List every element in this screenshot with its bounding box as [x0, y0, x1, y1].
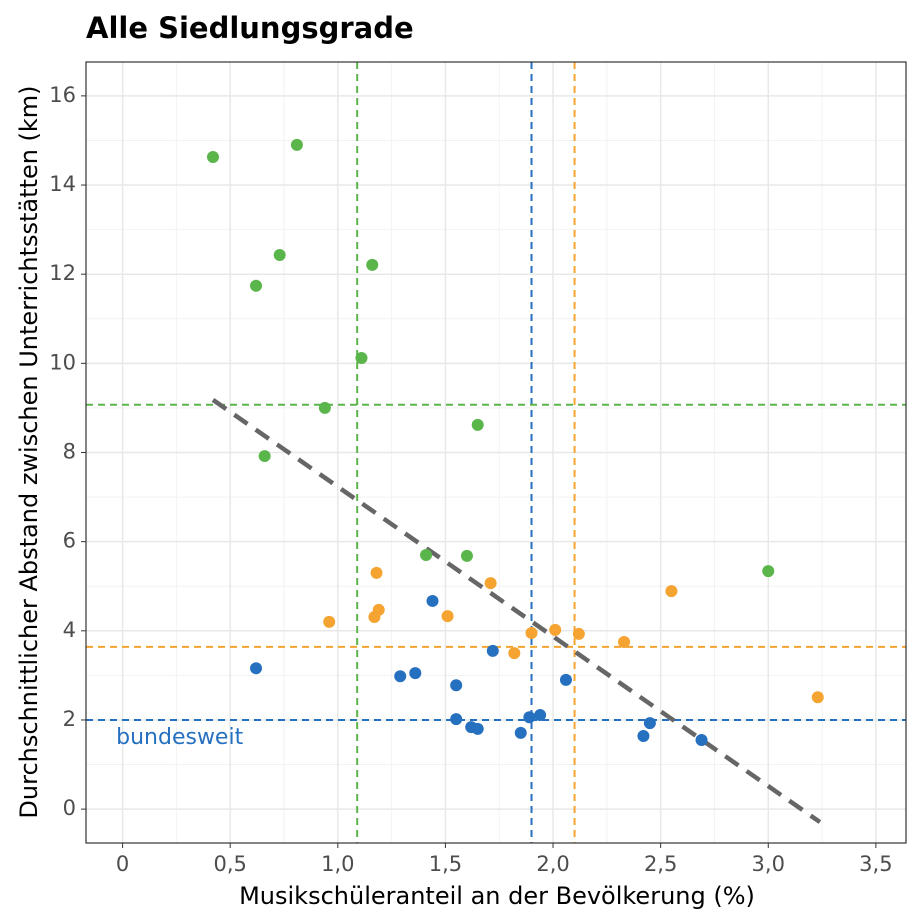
point: [394, 670, 407, 683]
annotation: bundesweit: [116, 725, 243, 750]
y-tick-label: 6: [63, 529, 76, 553]
point: [572, 627, 585, 640]
y-tick-label: 10: [49, 350, 76, 374]
point: [665, 585, 678, 598]
point: [318, 401, 331, 414]
point: [420, 549, 433, 562]
y-tick-label: 8: [63, 440, 76, 464]
point: [290, 138, 303, 151]
point: [426, 594, 439, 607]
point: [762, 565, 775, 578]
point: [258, 450, 271, 463]
x-tick-label: 1,0: [321, 852, 354, 876]
point: [250, 662, 263, 675]
y-tick-label: 12: [49, 261, 76, 285]
point: [525, 627, 538, 640]
point: [618, 635, 631, 648]
point: [273, 249, 286, 262]
point: [549, 623, 562, 636]
x-tick-label: 0,5: [213, 852, 246, 876]
x-tick-label: 2,5: [644, 852, 677, 876]
point: [366, 258, 379, 271]
x-tick-label: 1,5: [429, 852, 462, 876]
point: [486, 644, 499, 657]
y-tick-label: 2: [63, 707, 76, 731]
x-tick-label: 3,5: [859, 852, 892, 876]
point: [450, 679, 463, 692]
y-tick-label: 0: [63, 796, 76, 820]
x-tick-label: 3,0: [752, 852, 785, 876]
point: [355, 351, 368, 364]
point: [471, 418, 484, 431]
point: [206, 150, 219, 163]
point: [523, 711, 536, 724]
point: [637, 730, 650, 743]
y-tick-label: 16: [49, 83, 76, 107]
point: [695, 734, 708, 747]
y-tick-label: 4: [63, 618, 76, 642]
x-tick-label: 0: [116, 852, 129, 876]
point: [441, 610, 454, 623]
point: [484, 577, 497, 590]
point: [368, 610, 381, 623]
point: [323, 615, 336, 628]
point: [450, 713, 463, 726]
y-tick-label: 14: [49, 172, 76, 196]
x-axis-label: Musikschüleranteil an der Bevölkerung (%…: [239, 882, 755, 910]
chart-title: Alle Siedlungsgrade: [86, 11, 414, 45]
plot-border: [85, 61, 907, 844]
trend-line: [211, 398, 822, 824]
point: [460, 549, 473, 562]
point: [409, 667, 422, 680]
point: [643, 717, 656, 730]
point: [370, 566, 383, 579]
point: [471, 722, 484, 735]
point: [250, 279, 263, 292]
point: [559, 673, 572, 686]
point: [811, 691, 824, 704]
point: [534, 709, 547, 722]
point: [508, 647, 521, 660]
y-axis-label: Durchschnittlicher Abstand zwischen Unte…: [15, 85, 43, 818]
point: [514, 726, 527, 739]
x-tick-label: 2,0: [536, 852, 569, 876]
